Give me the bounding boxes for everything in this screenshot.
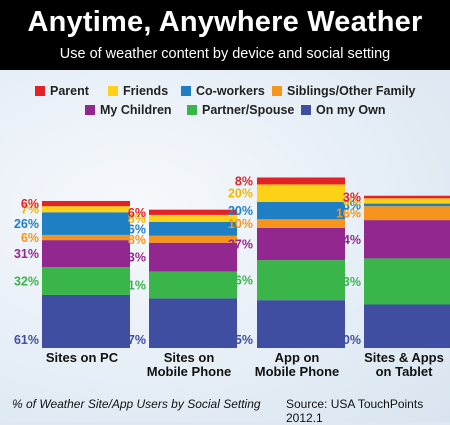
legend-label: Co-workers bbox=[196, 84, 265, 98]
legend-swatch bbox=[85, 105, 95, 115]
legend-swatch bbox=[108, 86, 118, 96]
bar-segment-friends bbox=[257, 184, 345, 202]
data-label: 6% bbox=[21, 231, 39, 245]
legend-label: Friends bbox=[123, 84, 169, 98]
data-label: 55% bbox=[228, 333, 253, 347]
legend-item-parent: Parent bbox=[35, 84, 89, 98]
bar-segment-my-children bbox=[42, 240, 130, 268]
data-label: 10% bbox=[228, 217, 253, 231]
bar-segment-friends bbox=[42, 206, 130, 213]
bar-segment-co-workers bbox=[149, 221, 237, 236]
category-label: Mobile Phone bbox=[147, 364, 232, 379]
chart-subtitle: Use of weather content by device and soc… bbox=[59, 46, 391, 62]
legend-label: On my Own bbox=[316, 103, 386, 117]
legend-item-partner: Partner/Spouse bbox=[187, 103, 294, 117]
category-label: Sites on PC bbox=[46, 350, 119, 365]
bar-segment-parent bbox=[364, 195, 450, 199]
bar-segment-co-workers bbox=[42, 212, 130, 235]
data-label: 3% bbox=[343, 191, 361, 205]
legend-item-on-my-own: On my Own bbox=[301, 103, 385, 117]
data-label: 6% bbox=[343, 194, 361, 208]
bar-segment-partner-spouse bbox=[149, 271, 237, 299]
data-label: 7% bbox=[21, 203, 39, 217]
legend-label: Siblings/Other Family bbox=[287, 84, 416, 98]
legend-label: Parent bbox=[50, 84, 89, 98]
chart-title: Anytime, Anywhere Weather bbox=[27, 6, 423, 38]
data-label: 3% bbox=[343, 198, 361, 212]
data-label: 6% bbox=[21, 197, 39, 211]
data-label: 31% bbox=[121, 278, 146, 292]
data-label: 6% bbox=[128, 206, 146, 220]
category-label: Sites & Apps bbox=[364, 350, 444, 365]
data-label: 8% bbox=[235, 174, 253, 188]
bar-segment-siblings-other-family bbox=[257, 219, 345, 228]
bar-segment-siblings-other-family bbox=[149, 235, 237, 243]
category-label: Mobile Phone bbox=[255, 364, 340, 379]
legend-label: My Children bbox=[100, 103, 172, 117]
bar-segment-my-children bbox=[149, 242, 237, 272]
bar-segment-partner-spouse bbox=[42, 267, 130, 295]
legend-swatch bbox=[272, 86, 282, 96]
bar-segment-parent bbox=[149, 209, 237, 215]
legend-swatch bbox=[35, 86, 45, 96]
data-label: 46% bbox=[228, 274, 253, 288]
data-label: 37% bbox=[228, 238, 253, 252]
data-label: 8% bbox=[128, 233, 146, 247]
data-label: 20% bbox=[228, 204, 253, 218]
data-label: 32% bbox=[14, 275, 39, 289]
category-label: Sites on bbox=[164, 350, 215, 365]
bar-segment-on-my-own bbox=[149, 298, 237, 348]
legend-item-my-children: My Children bbox=[85, 103, 172, 117]
bar-segment-on-my-own bbox=[257, 300, 345, 348]
bar-segment-parent bbox=[42, 200, 130, 207]
bar-segment-on-my-own bbox=[364, 304, 450, 348]
bar-segment-siblings-other-family bbox=[364, 206, 450, 221]
bar-segment-my-children bbox=[257, 227, 345, 261]
legend-item-friends: Friends bbox=[108, 84, 168, 98]
bar-segment-parent bbox=[257, 177, 345, 185]
data-label: 16% bbox=[121, 222, 146, 236]
footer-note: % of Weather Site/App Users by Social Se… bbox=[12, 397, 261, 411]
bar-segment-partner-spouse bbox=[257, 260, 345, 301]
data-label: 44% bbox=[336, 233, 361, 247]
bar-segment-siblings-other-family bbox=[42, 234, 130, 241]
legend-swatch bbox=[301, 105, 311, 115]
data-label: 31% bbox=[14, 247, 39, 261]
data-label: 57% bbox=[121, 333, 146, 347]
bar-segment-friends bbox=[364, 198, 450, 204]
footer-source: Source: USA TouchPoints 2012.1 bbox=[286, 397, 424, 425]
category-label: on Tablet bbox=[376, 364, 433, 379]
legend-item-co-workers: Co-workers bbox=[181, 84, 265, 98]
legend-label: Partner/Spouse bbox=[202, 103, 295, 117]
bar-segment-on-my-own bbox=[42, 294, 130, 348]
bar-segment-co-workers bbox=[257, 201, 345, 220]
bar-segment-partner-spouse bbox=[364, 258, 450, 305]
bar-segment-my-children bbox=[364, 220, 450, 259]
category-label: App on bbox=[275, 350, 320, 365]
legend-swatch bbox=[181, 86, 191, 96]
data-label: 26% bbox=[14, 217, 39, 231]
bar-segment-co-workers bbox=[364, 203, 450, 207]
data-label: 50% bbox=[336, 333, 361, 347]
data-label: 33% bbox=[121, 251, 146, 265]
data-label: 53% bbox=[336, 275, 361, 289]
data-label: 20% bbox=[228, 187, 253, 201]
data-label: 16% bbox=[336, 207, 361, 221]
bar-segment-friends bbox=[149, 214, 237, 222]
data-label: 8% bbox=[128, 212, 146, 226]
legend-item-siblings: Siblings/Other Family bbox=[272, 84, 416, 98]
legend-swatch bbox=[187, 105, 197, 115]
header-bar: Anytime, Anywhere Weather Use of weather… bbox=[0, 0, 450, 70]
data-label: 61% bbox=[14, 333, 39, 347]
